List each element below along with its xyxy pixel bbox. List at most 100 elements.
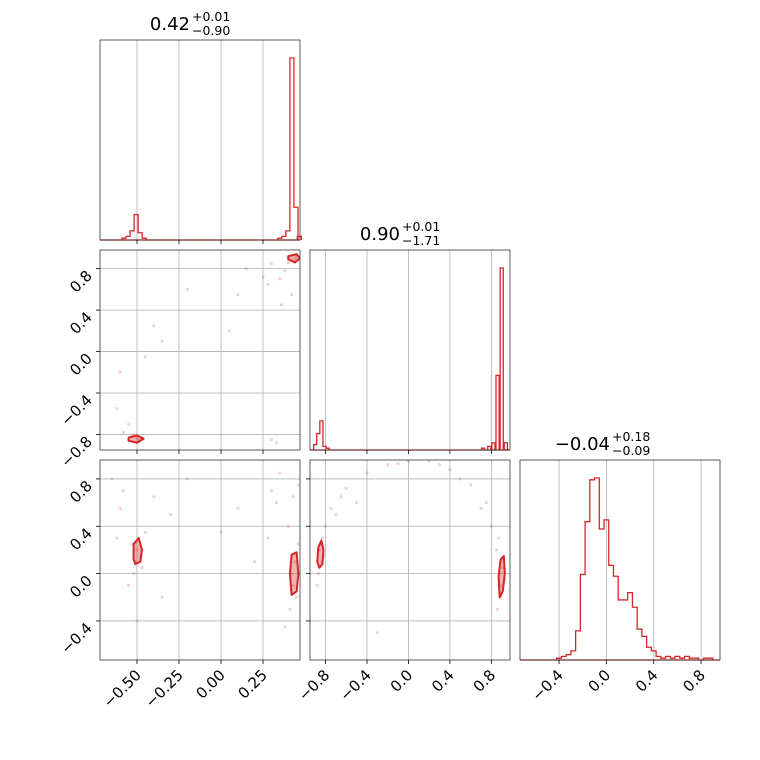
panel-frame xyxy=(519,459,721,661)
scatter-point xyxy=(315,583,319,588)
x-tick-label: 0.8 xyxy=(470,666,500,696)
scatter-point xyxy=(293,256,297,260)
scatter-point xyxy=(323,524,328,528)
scatter-point xyxy=(185,477,189,481)
title-median: 0.90 xyxy=(360,224,400,245)
grid-lines xyxy=(325,250,492,450)
scatter-point xyxy=(427,460,431,463)
scatter-point xyxy=(118,370,122,374)
scatter-point xyxy=(236,506,240,511)
scatter-point xyxy=(266,282,270,286)
title-minus: −0.09 xyxy=(612,443,650,458)
panel-0-0 xyxy=(99,39,302,244)
scatter-point xyxy=(266,536,270,540)
density-contour xyxy=(316,539,325,569)
scatter-layer xyxy=(115,253,300,445)
scatter-point xyxy=(286,524,290,528)
scatter-point xyxy=(115,406,119,411)
scatter-point xyxy=(296,542,300,546)
title-plus: +0.18 xyxy=(612,429,650,444)
scatter-point xyxy=(344,486,348,490)
scatter-point xyxy=(293,560,297,564)
scatter-point xyxy=(334,512,338,517)
grid-lines xyxy=(100,460,300,660)
scatter-point xyxy=(126,422,131,426)
scatter-point xyxy=(126,583,131,588)
scatter-point xyxy=(160,595,164,599)
scatter-point xyxy=(261,275,265,279)
scatter-point xyxy=(110,477,114,481)
x-tick-label: 0.25 xyxy=(235,666,271,702)
y-tick-label: −0.4 xyxy=(57,391,95,429)
scatter-point xyxy=(132,572,136,576)
scatter-point xyxy=(437,463,442,467)
scatter-point xyxy=(295,595,299,599)
density-contour xyxy=(288,551,300,596)
scatter-point xyxy=(115,536,119,540)
scatter-point xyxy=(219,530,223,534)
scatter-point xyxy=(278,471,282,475)
title-minus: −0.90 xyxy=(192,23,230,38)
scatter-point xyxy=(274,441,279,445)
scatter-point xyxy=(236,292,240,297)
scatter-point xyxy=(355,501,359,505)
scatter-point xyxy=(279,303,284,307)
histogram-step xyxy=(312,267,509,450)
scatter-point xyxy=(227,329,232,333)
scatter-point xyxy=(253,560,257,564)
histogram-step xyxy=(556,477,714,660)
y-tick-label: 0.0 xyxy=(66,572,96,602)
x-tick-label: 0.4 xyxy=(428,666,458,696)
panel-title: 0.42 +0.01−0.90 xyxy=(150,9,230,38)
scatter-point xyxy=(448,467,452,472)
x-tick-label: −0.50 xyxy=(100,666,145,711)
y-tick-label: −0.8 xyxy=(57,433,95,471)
scatter-point xyxy=(386,463,390,467)
panel-1-1 xyxy=(309,249,511,454)
panel-frame xyxy=(99,39,301,241)
title-median: 0.42 xyxy=(150,14,190,35)
scatter-point xyxy=(291,583,295,588)
scatter-point xyxy=(135,437,139,441)
scatter-point xyxy=(269,261,274,266)
scatter-point xyxy=(278,277,282,281)
scatter-point xyxy=(168,512,173,517)
panel-title: −0.04 +0.18−0.09 xyxy=(555,429,651,458)
grid-lines xyxy=(558,460,702,660)
y-tick-label: 0.4 xyxy=(66,308,96,338)
y-tick-label: 0.8 xyxy=(66,477,96,507)
scatter-point xyxy=(494,548,499,552)
scatter-point xyxy=(365,471,369,475)
scatter-point xyxy=(185,287,189,291)
scatter-point xyxy=(283,625,287,629)
scatter-point xyxy=(152,495,156,499)
scatter-point xyxy=(135,548,139,552)
scatter-point xyxy=(396,461,400,466)
x-tick-label: 0.0 xyxy=(387,666,417,696)
grid-lines xyxy=(136,40,264,240)
scatter-point xyxy=(143,530,147,534)
scatter-point xyxy=(143,355,147,359)
x-tick-label: 0.0 xyxy=(585,666,615,696)
scatter-point xyxy=(469,483,473,487)
scatter-point xyxy=(121,489,126,493)
panel-frame xyxy=(99,249,301,451)
scatter-point xyxy=(269,438,274,442)
panel-2-0: −0.50−0.25 0.00 0.25 −0.4 0.0 0.4 0.8 xyxy=(57,459,301,711)
scatter-layer xyxy=(315,460,507,635)
x-tick-label: −0.4 xyxy=(336,666,374,704)
x-tick-label: −0.4 xyxy=(528,666,566,704)
x-tick-label: −0.25 xyxy=(142,666,187,711)
title-plus: +0.01 xyxy=(192,9,230,24)
scatter-point xyxy=(140,566,144,570)
density-contour xyxy=(132,537,144,566)
scatter-point xyxy=(489,524,493,528)
scatter-point xyxy=(479,506,483,511)
title-median: −0.04 xyxy=(555,434,610,455)
scatter-point xyxy=(160,339,164,343)
scatter-point xyxy=(288,607,292,611)
panel-2-1: −0.8 −0.4 0.0 0.4 0.8 xyxy=(295,459,511,705)
x-tick-label: −0.8 xyxy=(295,666,333,704)
scatter-point xyxy=(375,631,379,635)
scatter-point xyxy=(121,430,126,434)
